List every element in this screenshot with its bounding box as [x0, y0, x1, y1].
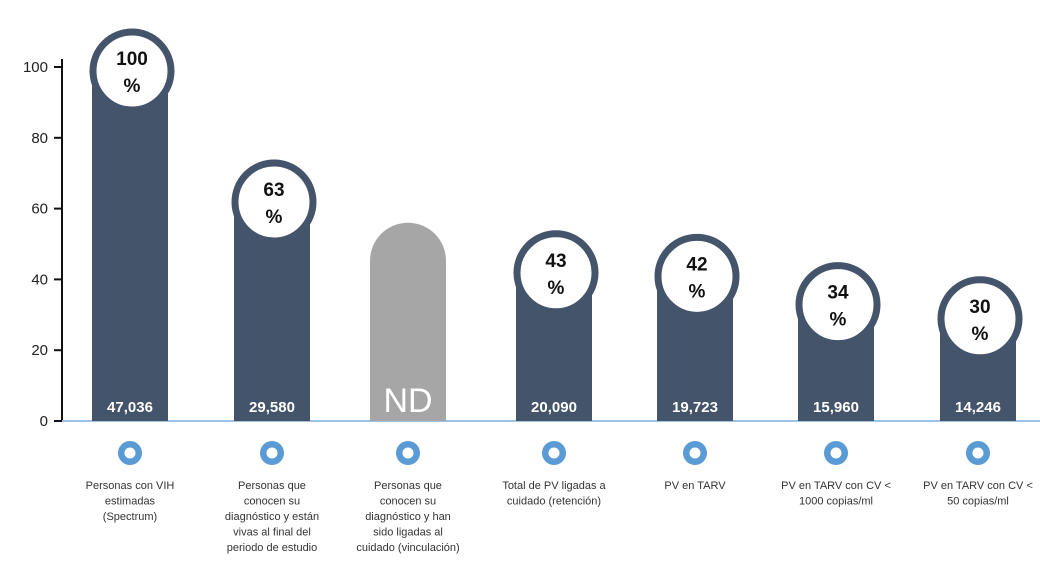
category-label: Personas que conocen su diagnóstico y está…	[225, 480, 319, 554]
bar-count-label: 14,246	[955, 399, 1001, 416]
category-label-line: (Spectrum)	[103, 511, 157, 523]
category-marker-center	[402, 447, 414, 459]
category-label: PV en TARV con CV < 1000 copias/ml	[781, 480, 891, 508]
category-label-line: 50 copias/ml	[947, 496, 1009, 508]
percent-sign: %	[972, 324, 989, 345]
category-label: Personas que conocen su diagnóstico y han s…	[356, 480, 459, 554]
category-marker-center	[830, 447, 842, 459]
percent-value: 100	[116, 49, 148, 70]
bar-count-label: ND	[383, 382, 432, 420]
bar	[92, 67, 168, 421]
category-marker-center	[124, 447, 136, 459]
percent-badge	[89, 28, 175, 114]
bar-count-label: 19,723	[672, 399, 718, 416]
category-label-line: PV en TARV	[664, 480, 726, 492]
category-label-line: periodo de estudio	[227, 542, 318, 554]
category-label-line: cuidado (retención)	[507, 496, 601, 508]
percent-value: 34	[827, 283, 849, 304]
category-label-line: Personas que	[238, 480, 306, 492]
category-label-line: Total de PV ligadas a	[502, 480, 606, 492]
percent-sign: %	[124, 76, 141, 97]
y-tick-label: 80	[31, 130, 48, 147]
y-tick-label: 60	[31, 201, 48, 218]
percent-badge	[937, 276, 1023, 362]
category-label-line: PV en TARV con CV <	[923, 480, 1033, 492]
category-label-line: conocen su	[244, 496, 300, 508]
category-label-line: estimadas	[105, 496, 156, 508]
percent-value: 42	[686, 254, 707, 275]
percent-sign: %	[266, 207, 283, 228]
percent-sign: %	[689, 281, 706, 302]
category-marker-center	[266, 447, 278, 459]
percent-badge	[654, 233, 740, 319]
percent-value: 30	[969, 297, 990, 318]
category-label-line: diagnóstico y están	[225, 511, 319, 523]
percent-value: 63	[263, 180, 284, 201]
category-label-line: Personas con VIH	[86, 480, 175, 492]
percent-badge	[513, 230, 599, 316]
category-label-line: conocen su	[380, 496, 436, 508]
category-label: PV en TARV con CV < 50 copias/ml	[923, 480, 1033, 508]
bar-count-label: 47,036	[107, 399, 153, 416]
y-axis: 0 20 40 60 80 100	[23, 59, 1040, 430]
category-label-line: vivas al final del	[233, 527, 311, 539]
bar-count-label: 20,090	[531, 399, 577, 416]
category-label-line: 1000 copias/ml	[799, 496, 873, 508]
y-tick-label: 0	[40, 413, 48, 430]
category-marker-center	[972, 447, 984, 459]
y-tick-label: 20	[31, 342, 48, 359]
percent-value: 43	[545, 251, 566, 272]
category-label-line: sido ligadas al	[373, 527, 443, 539]
y-tick-label: 40	[31, 271, 48, 288]
y-tick-label: 100	[23, 59, 48, 76]
category-label-line: cuidado (vinculación)	[356, 542, 459, 554]
category-labels: Personas con VIH estimadas (Spectrum)Perso…	[86, 480, 1033, 554]
category-label-line: Personas que	[374, 480, 442, 492]
category-marker-center	[689, 447, 701, 459]
category-marker-center	[548, 447, 560, 459]
percent-sign: %	[830, 310, 847, 331]
category-label: Total de PV ligadas a cuidado (retención)	[502, 480, 606, 508]
category-label-line: diagnóstico y han	[365, 511, 451, 523]
percent-sign: %	[548, 278, 565, 299]
bar-count-label: 15,960	[813, 399, 859, 416]
category-label: Personas con VIH estimadas (Spectrum)	[86, 480, 175, 523]
bar-count-label: 29,580	[249, 399, 295, 416]
category-markers	[118, 441, 990, 465]
percent-badges: 100% 63% 43% 42% 34% 30%	[89, 28, 1023, 362]
percent-badge	[795, 262, 881, 348]
percent-badge	[231, 159, 317, 245]
bar-nd	[370, 222, 446, 421]
category-label: PV en TARV	[664, 480, 726, 492]
category-label-line: PV en TARV con CV <	[781, 480, 891, 492]
